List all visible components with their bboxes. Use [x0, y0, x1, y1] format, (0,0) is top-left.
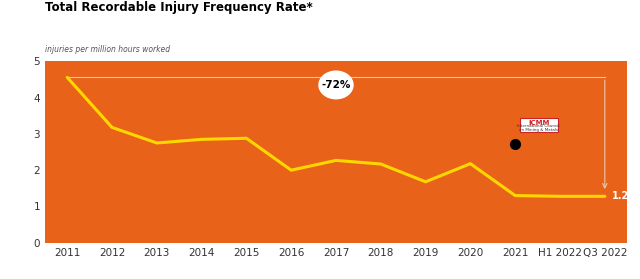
- Text: 1.28: 1.28: [612, 191, 636, 201]
- Text: International Council: International Council: [518, 124, 560, 129]
- FancyBboxPatch shape: [520, 118, 558, 132]
- Text: on Mining & Metals: on Mining & Metals: [519, 128, 558, 132]
- Text: ICMM: ICMM: [528, 120, 549, 126]
- Text: -72%: -72%: [321, 80, 351, 90]
- Text: injuries per million hours worked: injuries per million hours worked: [45, 45, 170, 54]
- Circle shape: [319, 71, 353, 99]
- Text: Total Recordable Injury Frequency Rate*: Total Recordable Injury Frequency Rate*: [45, 1, 312, 15]
